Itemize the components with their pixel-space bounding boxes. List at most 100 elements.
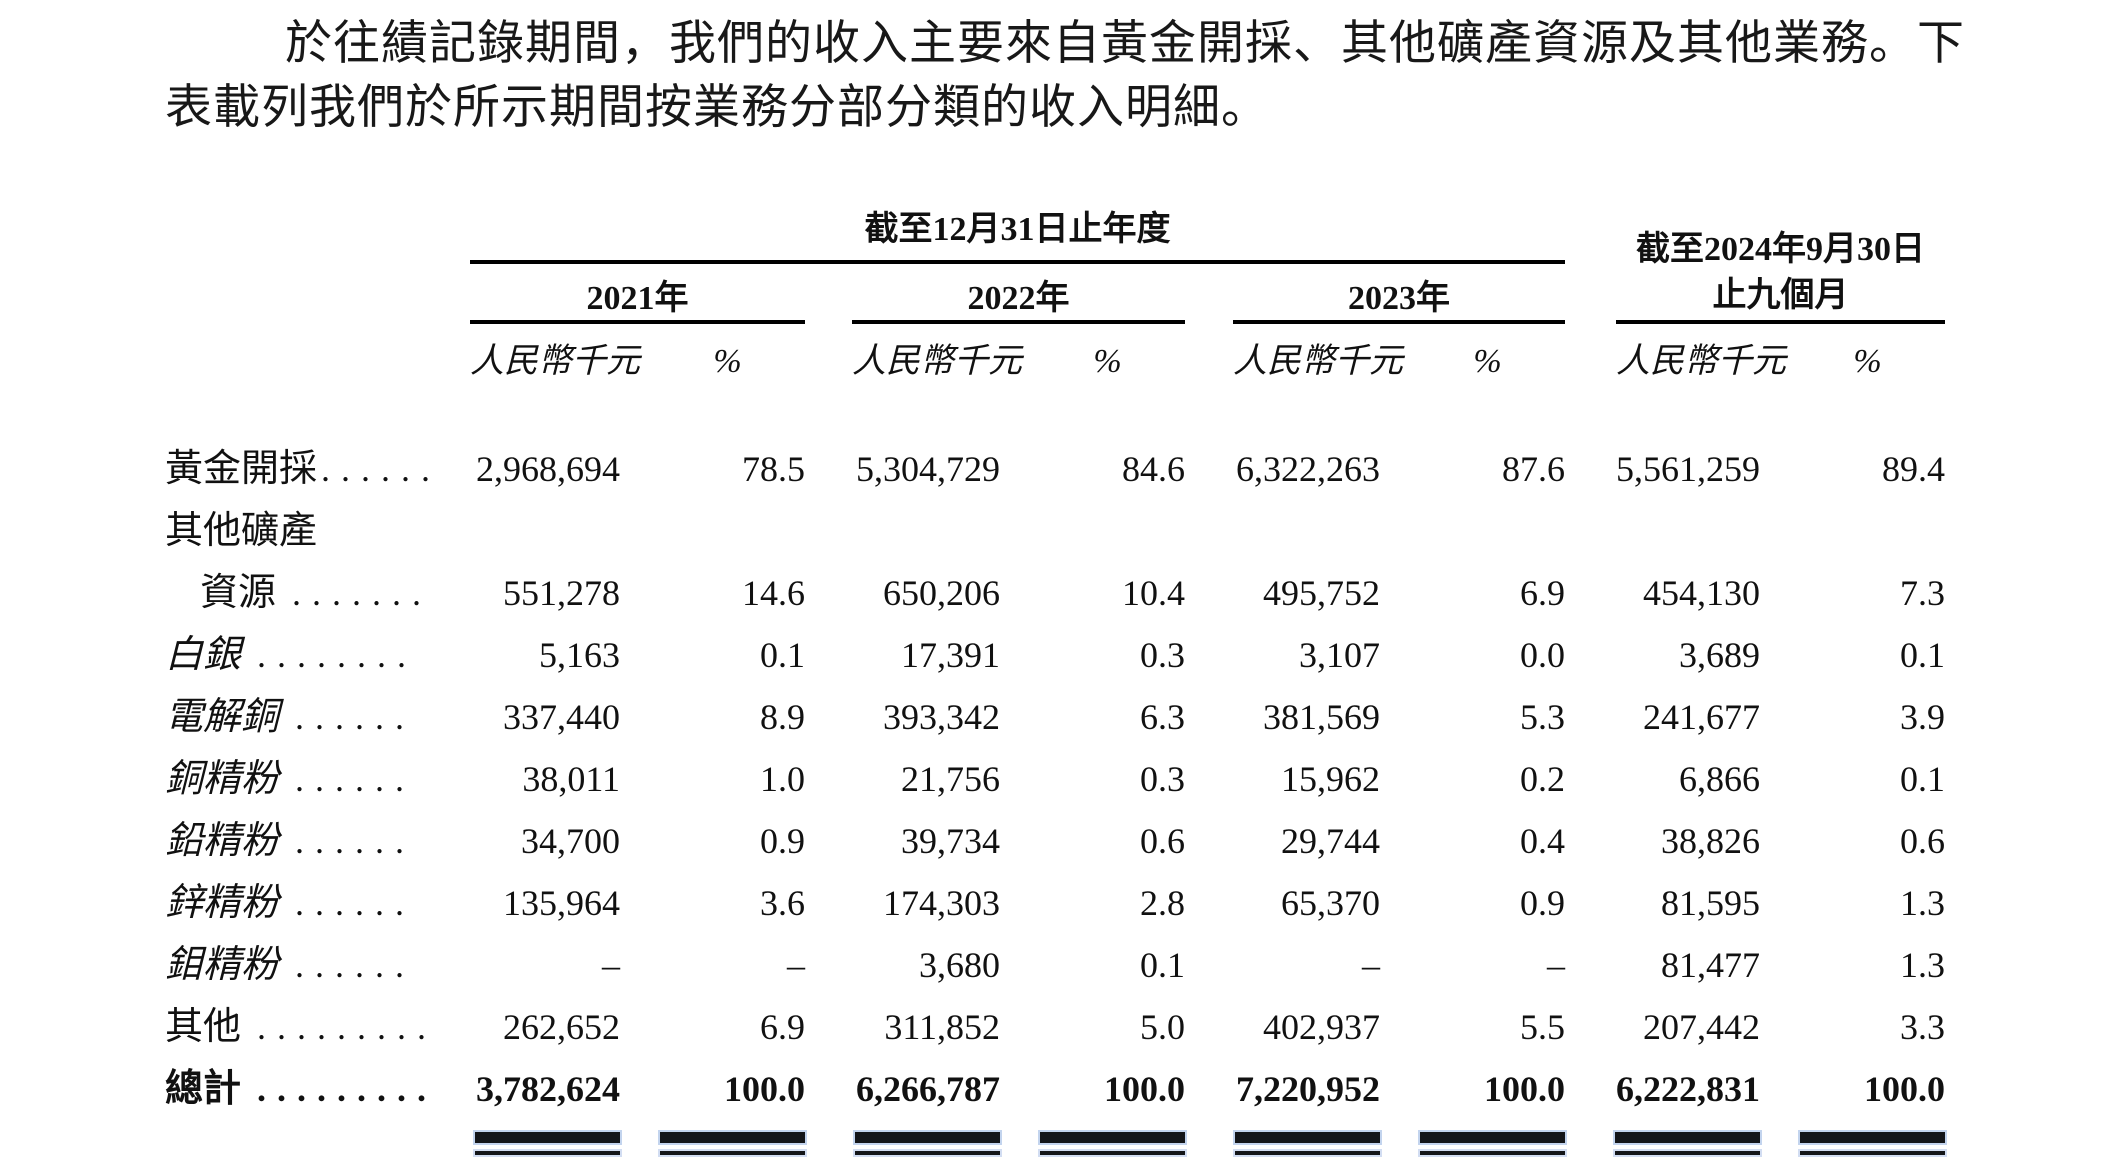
percent-cell: 1.0	[760, 759, 805, 799]
amount-cell: 39,734	[901, 821, 1000, 861]
amount-cell: 2,968,694	[476, 449, 620, 489]
percent-cell: 100.0	[1104, 1069, 1185, 1109]
percent-cell: 3.3	[1900, 1007, 1945, 1047]
revenue-table: 截至12月31日止年度 截至2024年9月30日 止九個月 2021年 2022…	[165, 198, 1945, 1172]
total-double-rule	[1233, 1120, 1380, 1172]
row-label: 鉛精粉......	[165, 820, 416, 862]
amount-cell: 650,206	[883, 573, 1000, 613]
amount-cell: 241,677	[1643, 697, 1760, 737]
table-header: 截至12月31日止年度 截至2024年9月30日 止九個月 2021年 2022…	[165, 198, 1945, 438]
percent-cell: 1.3	[1900, 945, 1945, 985]
amount-cell: 311,852	[884, 1007, 1000, 1047]
year-2022-rule	[852, 320, 1185, 324]
percent-cell: 0.3	[1140, 759, 1185, 799]
year-header-2022: 2022年	[967, 280, 1070, 317]
annual-header-rule	[470, 260, 1565, 264]
percent-cell: 6.9	[760, 1007, 805, 1047]
percent-label-nine-month: %	[1853, 343, 1882, 380]
unit-label-2022: 人民幣千元	[852, 343, 1022, 380]
amount-cell: 81,595	[1661, 883, 1760, 923]
amount-cell: –	[602, 945, 620, 985]
amount-cell: 21,756	[901, 759, 1000, 799]
leader-dots: .......	[292, 573, 433, 613]
percent-cell: 3.9	[1900, 697, 1945, 737]
percent-cell: 14.6	[742, 573, 805, 613]
percent-cell: 5.0	[1140, 1007, 1185, 1047]
amount-cell: 262,652	[503, 1007, 620, 1047]
paragraph-line-1: 於往績記錄期間，我們的收入主要來自黃金開採、其他礦產資源及其他業務。下	[285, 18, 1965, 70]
amount-cell: 6,266,787	[856, 1069, 1000, 1109]
row-label: 其他.........	[165, 1006, 438, 1048]
percent-cell: 84.6	[1122, 449, 1185, 489]
total-double-rule	[852, 1120, 1000, 1172]
amount-cell: 15,962	[1281, 759, 1380, 799]
amount-cell: 381,569	[1263, 697, 1380, 737]
percent-cell: 10.4	[1122, 573, 1185, 613]
amount-cell: 402,937	[1263, 1007, 1380, 1047]
table-row-other-minerals-label: 其他礦產	[165, 500, 1945, 562]
amount-cell: 17,391	[901, 635, 1000, 675]
amount-cell: 5,304,729	[856, 449, 1000, 489]
paragraph-line-2: 表載列我們於所示期間按業務分部分類的收入明細。	[165, 82, 1269, 134]
leader-dots: .........	[257, 1069, 438, 1109]
total-double-rule	[470, 1120, 620, 1172]
percent-cell: 0.3	[1140, 635, 1185, 675]
percent-cell: 0.4	[1520, 821, 1565, 861]
amount-cell: 337,440	[503, 697, 620, 737]
amount-cell: 6,866	[1679, 759, 1760, 799]
percent-cell: 2.8	[1140, 883, 1185, 923]
leader-dots: ......	[295, 883, 416, 923]
year-2021-rule	[470, 320, 805, 324]
amount-cell: 393,342	[883, 697, 1000, 737]
table-row-copper-concentrate: 銅精粉...... 38,011 1.0 21,756 0.3 15,962 0…	[165, 748, 1945, 810]
leader-dots: ......	[295, 697, 416, 737]
leader-dots: ........	[257, 635, 418, 675]
percent-cell: 0.1	[1140, 945, 1185, 985]
amount-cell: 34,700	[521, 821, 620, 861]
percent-cell: 1.3	[1900, 883, 1945, 923]
percent-cell: 100.0	[1864, 1069, 1945, 1109]
percent-label-2023: %	[1473, 343, 1502, 380]
percent-cell: 0.6	[1140, 821, 1185, 861]
nine-month-header-line-2: 止九個月	[1712, 277, 1849, 314]
table-row-lead-concentrate: 鉛精粉...... 34,700 0.9 39,734 0.6 29,744 0…	[165, 810, 1945, 872]
percent-cell: 6.3	[1140, 697, 1185, 737]
total-double-rule	[1380, 1120, 1565, 1172]
amount-cell: 65,370	[1281, 883, 1380, 923]
amount-cell: 3,689	[1679, 635, 1760, 675]
percent-cell: 0.0	[1520, 635, 1565, 675]
percent-cell: 87.6	[1502, 449, 1565, 489]
unit-label-nine-month: 人民幣千元	[1616, 343, 1786, 380]
percent-cell: 0.9	[1520, 883, 1565, 923]
amount-cell: 495,752	[1263, 573, 1380, 613]
amount-cell: 38,011	[522, 759, 620, 799]
amount-cell: 551,278	[503, 573, 620, 613]
nine-month-rule	[1616, 320, 1945, 324]
row-label: 鉬精粉......	[165, 944, 416, 986]
total-double-rule	[1760, 1120, 1945, 1172]
intro-paragraph: 於往績記錄期間，我們的收入主要來自黃金開採、其他礦產資源及其他業務。下 表載列我…	[165, 12, 1980, 140]
percent-cell: 0.1	[760, 635, 805, 675]
year-header-2023: 2023年	[1348, 280, 1450, 317]
percent-cell: 7.3	[1900, 573, 1945, 613]
percent-cell: 0.9	[760, 821, 805, 861]
amount-cell: 3,782,624	[476, 1069, 620, 1109]
year-header-2021: 2021年	[586, 280, 689, 317]
table-row-zinc-concentrate: 鋅精粉...... 135,964 3.6 174,303 2.8 65,370…	[165, 872, 1945, 934]
amount-cell: 174,303	[883, 883, 1000, 923]
table-row-resources: 資源....... 551,278 14.6 650,206 10.4 495,…	[165, 562, 1945, 624]
table-row-molybdenum-concentrate: 鉬精粉...... – – 3,680 0.1 – – 81,477 1.3	[165, 934, 1945, 996]
annual-period-header: 截至12月31日止年度	[864, 211, 1171, 248]
amount-cell: 207,442	[1643, 1007, 1760, 1047]
amount-cell: 135,964	[503, 883, 620, 923]
row-label: 銅精粉......	[165, 758, 416, 800]
percent-cell: –	[787, 945, 805, 985]
row-label: 資源.......	[200, 572, 433, 614]
table-row-silver: 白銀........ 5,163 0.1 17,391 0.3 3,107 0.…	[165, 624, 1945, 686]
percent-cell: 78.5	[742, 449, 805, 489]
leader-dots: ......	[295, 945, 416, 985]
percent-cell: 100.0	[1484, 1069, 1565, 1109]
row-label: 總計.........	[165, 1068, 438, 1110]
nine-month-header-line-1: 截至2024年9月30日	[1636, 231, 1925, 268]
